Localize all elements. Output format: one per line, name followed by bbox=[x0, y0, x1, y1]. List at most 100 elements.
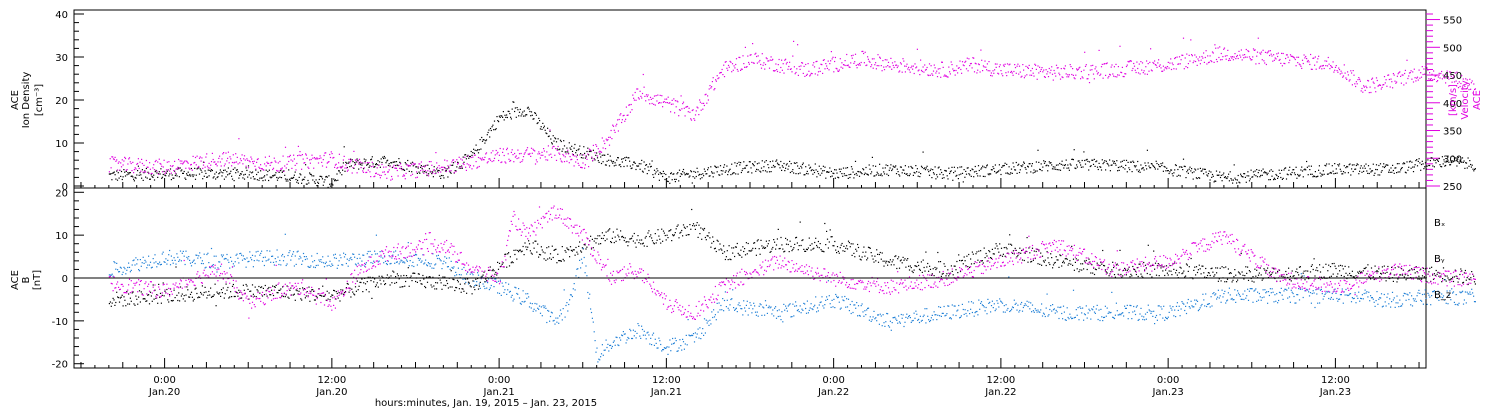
bx-point bbox=[259, 292, 261, 294]
velocity-point bbox=[965, 68, 968, 70]
density-point bbox=[628, 157, 630, 159]
bx-point bbox=[741, 256, 743, 258]
bx-point bbox=[270, 294, 272, 296]
density-point bbox=[1334, 172, 1337, 174]
velocity-point bbox=[1036, 78, 1038, 80]
velocity-point bbox=[261, 168, 263, 170]
density-point bbox=[1394, 167, 1396, 169]
bx-point bbox=[1017, 254, 1019, 257]
velocity-point bbox=[1389, 86, 1391, 88]
density-point bbox=[1098, 162, 1100, 164]
bx-point bbox=[416, 281, 418, 283]
velocity-point bbox=[515, 155, 517, 157]
bx-point bbox=[925, 251, 927, 253]
density-point bbox=[1221, 180, 1223, 182]
velocity-point bbox=[1359, 78, 1361, 80]
velocity-point bbox=[813, 66, 816, 68]
velocity-point bbox=[502, 151, 504, 153]
bx-point bbox=[744, 254, 747, 256]
density-point bbox=[1396, 163, 1398, 165]
bx-point bbox=[441, 288, 443, 290]
density-point bbox=[1356, 163, 1358, 165]
velocity-point bbox=[346, 170, 348, 172]
bx-point bbox=[159, 296, 161, 298]
bx-point bbox=[531, 253, 533, 255]
velocity-point bbox=[301, 154, 303, 156]
bx-point bbox=[1157, 263, 1159, 265]
density-point bbox=[288, 169, 290, 171]
density-point bbox=[816, 176, 818, 178]
velocity-point bbox=[600, 151, 602, 153]
density-point bbox=[731, 173, 734, 175]
velocity-point bbox=[227, 151, 229, 153]
density-point bbox=[1154, 168, 1156, 170]
density-point bbox=[318, 178, 320, 181]
density-point bbox=[936, 176, 939, 178]
bx-point bbox=[1013, 253, 1015, 255]
density-point bbox=[473, 152, 475, 154]
velocity-point bbox=[1072, 68, 1074, 70]
bx-point bbox=[1125, 274, 1127, 276]
density-point bbox=[1371, 170, 1373, 172]
velocity-point bbox=[1390, 78, 1392, 80]
bx-point bbox=[1206, 274, 1209, 277]
velocity-point bbox=[374, 175, 376, 177]
bx-point bbox=[1014, 247, 1016, 249]
density-point bbox=[1354, 168, 1356, 170]
bx-point bbox=[948, 275, 950, 277]
density-point bbox=[132, 176, 134, 178]
density-point bbox=[929, 169, 931, 172]
velocity-point bbox=[1040, 68, 1042, 71]
bx-point bbox=[1068, 262, 1070, 265]
velocity-point bbox=[1228, 58, 1230, 60]
bx-point bbox=[529, 250, 531, 252]
density-point bbox=[988, 174, 990, 176]
density-point bbox=[361, 164, 363, 166]
bx-point bbox=[321, 295, 323, 297]
velocity-point bbox=[1182, 54, 1184, 56]
velocity-point bbox=[728, 66, 730, 68]
velocity-point bbox=[631, 109, 633, 111]
density-point bbox=[625, 159, 627, 161]
density-point bbox=[944, 169, 946, 172]
bx-point bbox=[1362, 270, 1364, 272]
velocity-point bbox=[330, 151, 332, 153]
velocity-point bbox=[715, 79, 717, 81]
density-point bbox=[669, 182, 671, 184]
density-point bbox=[686, 172, 688, 175]
velocity-point bbox=[731, 63, 734, 65]
velocity-point bbox=[1171, 62, 1173, 64]
density-point bbox=[369, 165, 371, 167]
density-point bbox=[1087, 160, 1089, 162]
bx-point bbox=[177, 299, 179, 302]
bx-point bbox=[189, 296, 191, 298]
velocity-point bbox=[1276, 53, 1278, 55]
velocity-point bbox=[1326, 60, 1328, 62]
velocity-point bbox=[1331, 66, 1333, 68]
density-point bbox=[1002, 165, 1004, 167]
density-point bbox=[769, 161, 771, 163]
velocity-point bbox=[588, 148, 590, 150]
velocity-point bbox=[804, 75, 806, 77]
density-point bbox=[139, 172, 141, 174]
bx-point bbox=[1218, 278, 1220, 280]
density-point bbox=[1298, 175, 1300, 177]
velocity-point bbox=[1312, 57, 1314, 59]
bx-point bbox=[191, 296, 193, 298]
velocity-point bbox=[721, 68, 723, 71]
velocity-point bbox=[1063, 67, 1065, 69]
density-point bbox=[252, 176, 254, 178]
velocity-point bbox=[1135, 71, 1137, 74]
bx-point bbox=[1164, 274, 1166, 277]
bx-point bbox=[1046, 251, 1048, 253]
bx-point bbox=[636, 239, 638, 241]
density-point bbox=[1289, 166, 1291, 168]
density-point bbox=[150, 174, 152, 176]
velocity-point bbox=[1178, 63, 1180, 65]
velocity-point bbox=[981, 59, 983, 61]
density-point bbox=[510, 118, 512, 120]
velocity-point bbox=[275, 161, 277, 163]
velocity-point bbox=[140, 170, 142, 172]
bx-point bbox=[1214, 274, 1216, 276]
bx-point bbox=[220, 295, 222, 297]
